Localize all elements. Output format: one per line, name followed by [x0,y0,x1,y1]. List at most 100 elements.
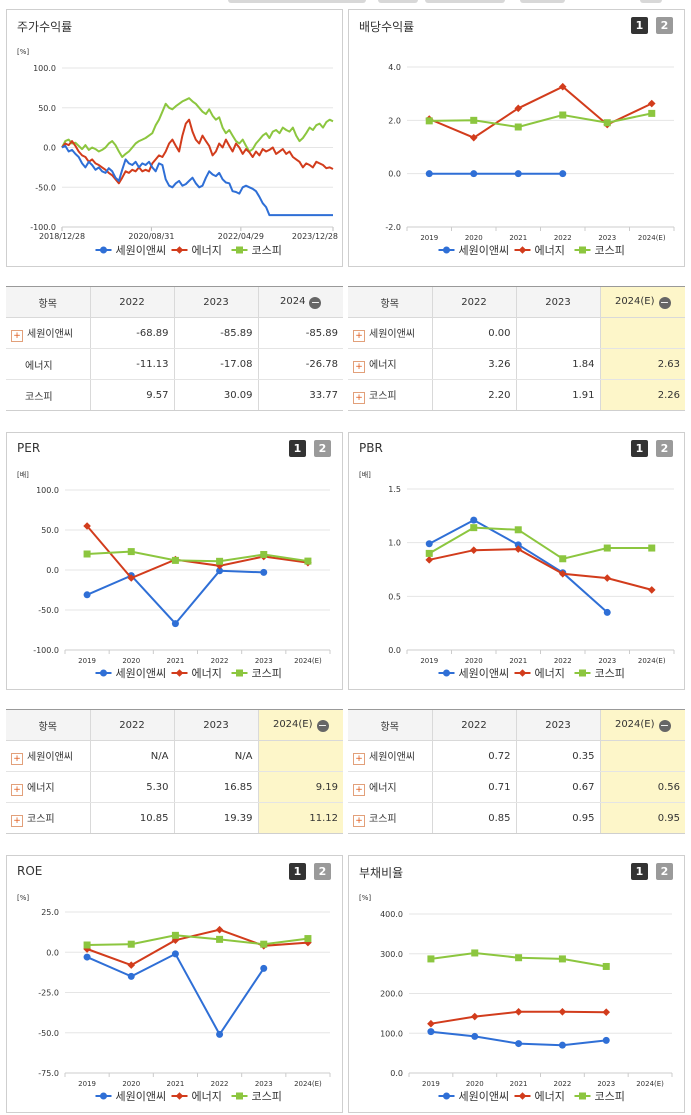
row-name: 에너지 [25,360,53,372]
legend-label: 에너지 [535,1090,565,1103]
y-tick-label: -50.0 [38,606,59,615]
data-point [216,567,224,575]
x-tick-label: 2023/12/28 [292,232,338,241]
page-2-button[interactable]: 2 [314,440,331,457]
series-2 [427,949,610,970]
data-point [602,962,610,970]
table-cell: 0.72 [432,740,517,772]
x-tick-label: 2021 [167,1080,185,1088]
expand-icon[interactable]: + [353,329,365,342]
series-line [87,550,309,563]
column-header-year: 2024(E) − [600,287,685,318]
collapse-icon[interactable]: − [316,718,329,732]
legend-marker [236,1092,243,1100]
legend-label: 에너지 [535,244,565,257]
row-name: 세원이앤씨 [27,328,73,340]
row-name: 코스피 [27,813,55,825]
series-line [429,548,653,591]
expand-icon[interactable]: + [353,391,365,404]
collapse-icon[interactable]: − [658,718,671,732]
series-line [86,525,309,580]
legend-marker [236,669,243,677]
expand-icon[interactable]: + [353,783,365,796]
table-cell: 5.30 [90,771,175,803]
row-label: + 세원이앤씨 [348,740,433,772]
table-cell [600,740,685,772]
legend-label: 코스피 [252,1090,282,1103]
panel-title: ROE [17,864,43,878]
data-point [558,1007,567,1016]
y-unit-label: [배] [17,470,29,479]
expand-icon[interactable]: + [353,360,365,373]
legend: 세원이앤씨 에너지 코스피 [95,667,282,680]
x-tick-label: 2021 [167,657,185,665]
header-label: 항목 [38,721,57,733]
gridlines [407,488,674,651]
legend-marker [100,1092,107,1100]
gridlines [65,489,330,651]
per-panel: PER 1 2 [배] 100.0 50.0 0.0 -50.0 -100.0 2019 20… [6,432,343,690]
data-point [171,936,180,944]
data-point [216,557,224,565]
gridlines [407,66,674,228]
legend-marker [100,669,107,677]
expand-icon[interactable]: + [353,814,365,827]
table-cell: 9.57 [90,379,175,410]
x-tick-label: 2020 [122,657,140,665]
data-point [559,111,567,119]
page-1-button[interactable]: 1 [289,440,306,457]
data-point [216,1030,224,1038]
page-2-button[interactable]: 2 [656,17,673,34]
x-tick-label: 2021 [509,657,527,665]
data-point [425,540,433,548]
y-tick-label: -25.0 [38,989,59,998]
page-1-button[interactable]: 1 [289,863,306,880]
row-label: + 코스피 [348,379,433,410]
data-point [558,955,566,963]
data-point [558,1041,566,1049]
expand-icon[interactable]: + [353,752,365,765]
series-1 [425,82,656,142]
y-unit-label: [%] [17,894,29,902]
dividend-yield-chart: 4.0 2.0 0.0 -2.0 2019 2020 2021 2022 2023 2024(E)… [385,63,675,257]
legend-marker [518,1092,527,1100]
header-label: 2024(E) [614,718,655,730]
page-2-button[interactable]: 2 [656,863,673,880]
table-row: + 코스피 2.20 1.91 2.26 [348,379,685,410]
x-tick-label: 2020 [122,1080,140,1088]
per-table: 항목 2022 2023 2024(E) − + 세원이앤씨 N/A N/A + 에너지 5.30 16… [6,709,343,834]
table-cell [516,317,601,349]
data-point [304,557,312,565]
legend-label: 코스피 [595,244,625,257]
data-point [127,548,135,556]
legend-label: 에너지 [192,1090,222,1103]
roe-chart: [%] 25.0 0.0 -25.0 -50.0 -75.0 2019 2020 2021 202… [17,894,331,1103]
data-point [304,938,312,947]
collapse-icon[interactable]: − [658,295,671,309]
x-tick-label: 2022 [211,1080,229,1088]
data-point [260,550,268,558]
page-1-button[interactable]: 1 [631,863,648,880]
table-cell: N/A [90,740,175,772]
collapse-icon[interactable]: − [309,295,322,309]
page-2-button[interactable]: 2 [314,863,331,880]
row-label: 코스피 [6,379,91,410]
table-cell: 16.85 [174,771,259,803]
x-tick-label: 2020 [465,657,483,665]
expand-icon[interactable]: + [11,752,23,765]
y-tick-label: 0.0 [390,1069,403,1078]
header-label: 2023 [545,719,571,731]
table-cell: 0.95 [516,802,601,833]
expand-icon[interactable]: + [11,783,23,796]
table-cell: 2.20 [432,379,517,410]
series-line-2 [61,97,334,158]
page-1-button[interactable]: 1 [631,17,648,34]
table-cell [258,740,343,772]
expand-icon[interactable]: + [11,329,23,342]
expand-icon[interactable]: + [11,814,23,827]
x-tick-label: 2023 [255,657,273,665]
page-2-button[interactable]: 2 [656,440,673,457]
page-1-button[interactable]: 1 [631,440,648,457]
y-tick-label: 0.0 [46,566,59,575]
legend-label: 코스피 [595,667,625,680]
